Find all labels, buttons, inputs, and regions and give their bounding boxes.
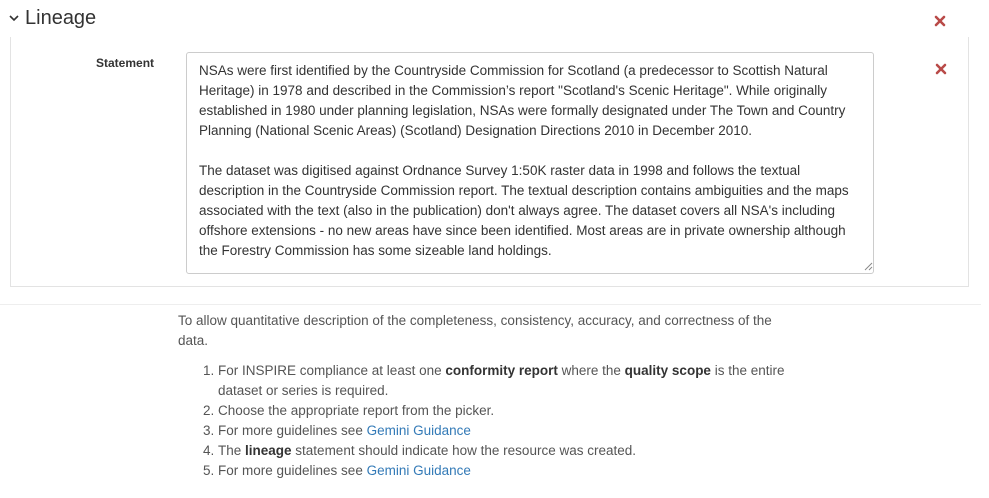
resize-handle-icon[interactable] bbox=[864, 262, 873, 271]
help-list: For INSPIRE compliance at least one conf… bbox=[178, 361, 788, 481]
section-title[interactable]: Lineage bbox=[25, 7, 97, 29]
help-intro: To allow quantitative description of the… bbox=[178, 313, 772, 348]
remove-statement-icon[interactable] bbox=[934, 62, 948, 76]
remove-section-icon[interactable] bbox=[933, 14, 947, 28]
help-item: For INSPIRE compliance at least one conf… bbox=[218, 361, 788, 401]
statement-label: Statement bbox=[96, 56, 155, 70]
divider bbox=[0, 304, 981, 305]
help-item: The lineage statement should indicate ho… bbox=[218, 441, 788, 461]
lineage-header: Lineage bbox=[0, 0, 989, 40]
help-text: To allow quantitative description of the… bbox=[178, 311, 788, 481]
gemini-guidance-link[interactable]: Gemini Guidance bbox=[366, 463, 471, 478]
statement-textarea[interactable]: NSAs were first identified by the Countr… bbox=[186, 52, 874, 274]
help-item: Choose the appropriate report from the p… bbox=[218, 401, 788, 421]
gemini-guidance-link[interactable]: Gemini Guidance bbox=[366, 423, 471, 438]
help-item: For more guidelines see Gemini Guidance bbox=[218, 421, 788, 441]
help-item: For more guidelines see Gemini Guidance bbox=[218, 461, 788, 481]
chevron-down-icon[interactable] bbox=[8, 12, 20, 24]
